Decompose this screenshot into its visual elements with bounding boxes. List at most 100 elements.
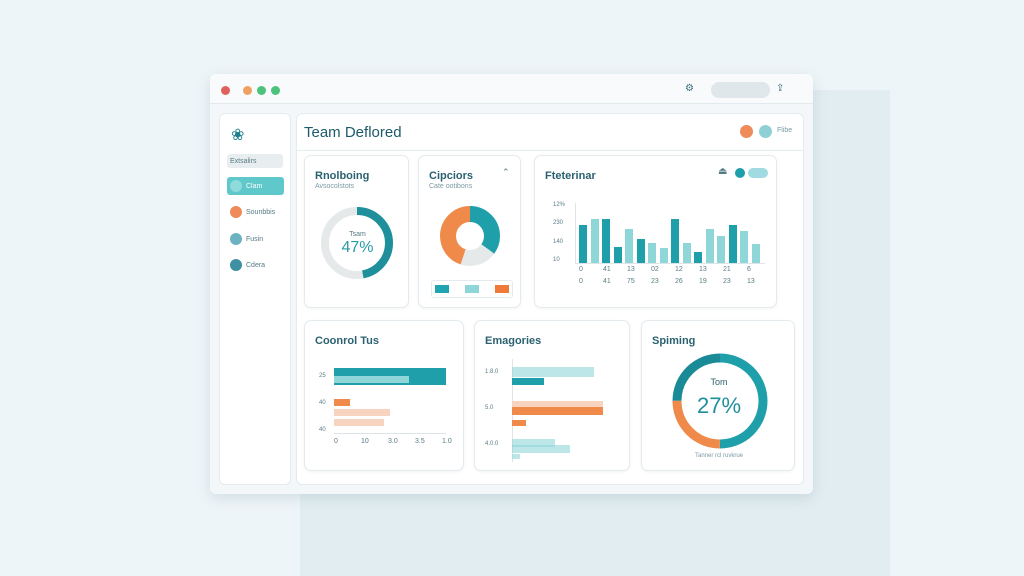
card-title: Emagories <box>485 335 542 347</box>
bar <box>717 235 725 263</box>
toggle-switch[interactable] <box>748 168 768 178</box>
print-icon[interactable]: ⏏ <box>718 166 728 177</box>
title-bar: ⚙ ⇪ <box>210 74 813 104</box>
y-axis <box>575 203 576 263</box>
card-spiming: Spiming Tom 27% Tanner rcl ruvkrue <box>641 320 795 471</box>
card-subtitle: Cate ootibons <box>429 183 473 190</box>
x-tick-label: 23 <box>651 278 659 285</box>
sidebar-item-label: Sounbbis <box>246 208 276 216</box>
close-button[interactable] <box>221 86 230 95</box>
legend-swatch-teal <box>435 285 449 293</box>
x-tick-label: 0 <box>579 266 583 273</box>
sidebar-item-label: Clam <box>246 182 263 190</box>
bar <box>602 219 610 263</box>
x-tick-label: 0 <box>579 278 583 285</box>
x-tick-label: 19 <box>699 278 707 285</box>
horizontal-bar-chart: 1.8.0 5.0 4.0.0 <box>475 321 631 472</box>
card-title: Spiming <box>652 335 696 347</box>
donut-value: 47% <box>341 239 374 256</box>
y-tick-label: 5.0 <box>485 405 494 411</box>
y-tick-label: 12% <box>553 202 566 208</box>
bar <box>659 247 668 263</box>
avatar[interactable] <box>759 125 772 138</box>
legend <box>431 280 513 298</box>
sidebar-item-cdera[interactable]: Cdera <box>227 256 284 274</box>
maximize-button[interactable] <box>257 86 266 95</box>
bar <box>512 378 544 385</box>
donut-footer: Tanner rcl ruvkrue <box>694 453 744 459</box>
bar <box>334 376 410 383</box>
card-emagories: Emagories 1.8.0 5.0 4.0.0 <box>474 320 630 471</box>
x-tick-label: 12 <box>675 266 683 273</box>
bar <box>334 409 390 416</box>
x-tick-label: 21 <box>723 266 731 273</box>
sidebar-item-clam[interactable]: Clam <box>227 177 284 195</box>
x-tick-label: 6 <box>747 266 751 273</box>
progress-donut <box>672 353 768 449</box>
people-icon <box>230 206 242 218</box>
donut-label: Tsam <box>349 231 366 238</box>
filter-icon[interactable] <box>735 168 745 178</box>
bar <box>512 420 527 426</box>
x-tick-label: 1.0 <box>442 438 452 445</box>
share-icon[interactable]: ⇪ <box>776 83 785 94</box>
card-title: Fteterinar <box>545 170 596 182</box>
x-tick-label: 10 <box>361 438 369 445</box>
donut-value-arc <box>321 207 393 279</box>
donut-value: 27% <box>696 393 742 418</box>
bar <box>625 228 633 263</box>
bar <box>613 246 622 263</box>
bar <box>512 454 520 459</box>
user-label: Flibe <box>777 127 793 134</box>
fullscreen-button[interactable] <box>271 86 280 95</box>
x-tick-label: 13 <box>627 266 635 273</box>
sidebar-search[interactable]: Extsalirs <box>227 154 283 168</box>
bar <box>671 219 679 263</box>
x-axis <box>334 433 446 434</box>
y-tick-label: 4.0.0 <box>485 441 499 447</box>
address-bar[interactable] <box>711 82 770 98</box>
y-tick-label: 10 <box>553 257 560 263</box>
sidebar-search-text: Extsalirs <box>230 157 257 165</box>
bar <box>740 231 748 263</box>
x-tick-label: 13 <box>699 266 707 273</box>
extension-icon[interactable]: ⚙ <box>685 83 694 94</box>
bar <box>682 243 691 263</box>
bar <box>648 243 656 263</box>
y-tick-label: 40 <box>319 400 326 406</box>
bar <box>579 224 587 263</box>
bar <box>694 252 702 263</box>
bar <box>590 219 599 263</box>
sidebar-item-sounbbis[interactable]: Sounbbis <box>227 203 284 221</box>
donut-label: Tom <box>710 377 728 387</box>
card-cipciors: Cipciors Cate ootibons ⌃ <box>418 155 521 308</box>
sidebar-item-fusin[interactable]: Fusin <box>227 230 284 248</box>
x-tick-label: 13 <box>747 278 755 285</box>
bar <box>705 228 714 263</box>
bar <box>334 399 350 406</box>
x-tick-label: 0 <box>334 438 338 445</box>
bar <box>512 401 604 411</box>
card-rnolboing: Rnolboing Avsocolstots Tsam 47% <box>304 155 409 308</box>
page-title: Team Deflored <box>304 124 402 141</box>
notification-icon[interactable] <box>740 125 753 138</box>
sidebar-item-label: Cdera <box>246 261 266 269</box>
bar <box>512 445 570 453</box>
card-title: Coonrol Tus <box>315 335 379 347</box>
header-divider <box>297 150 803 151</box>
expand-icon[interactable]: ⌃ <box>502 167 510 177</box>
x-tick-label: 3.5 <box>415 438 425 445</box>
y-tick-label: 140 <box>553 238 564 245</box>
y-tick-label: 40 <box>319 427 326 433</box>
x-tick-label: 26 <box>675 278 683 285</box>
bar <box>512 407 604 415</box>
x-tick-label: 23 <box>723 278 731 285</box>
gauge-donut <box>321 207 393 279</box>
bar <box>728 224 737 263</box>
card-fteterinar: Fteterinar ⏏ 10 140 230 12% 0 41 13 02 12 13 21 6 0 4… <box>534 155 777 308</box>
minimize-button[interactable] <box>243 86 252 95</box>
bar <box>751 244 760 263</box>
donut-segment <box>672 353 768 449</box>
legend-swatch-light-teal <box>465 285 479 293</box>
pie-donut <box>440 206 500 266</box>
